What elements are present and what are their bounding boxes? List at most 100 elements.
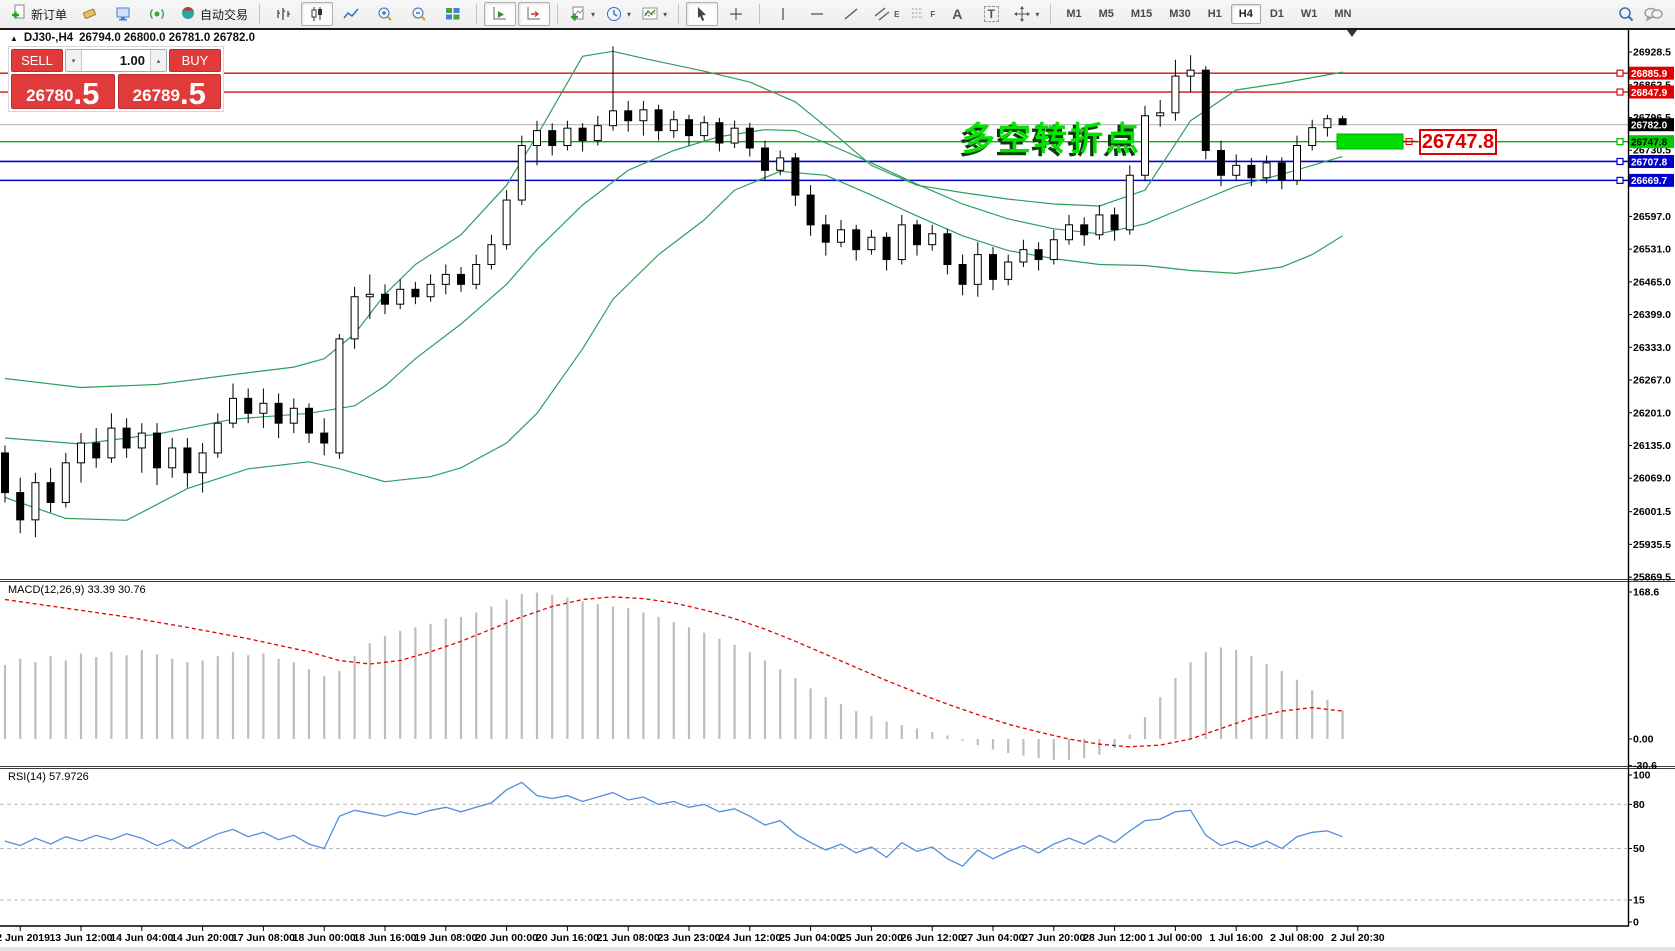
price-lines[interactable] <box>0 69 1628 184</box>
timeframe-h4[interactable]: H4 <box>1230 4 1261 24</box>
chevron-down-icon: ▾ <box>663 9 668 19</box>
sell-button[interactable]: SELL <box>11 49 63 72</box>
zoom-in-button[interactable] <box>369 2 401 26</box>
axis-price-label: 26782.0 <box>1629 118 1674 131</box>
clock-icon <box>607 7 622 21</box>
toolbar-separator <box>759 4 761 24</box>
svg-text:25935.5: 25935.5 <box>1633 539 1671 551</box>
collapse-icon[interactable]: ▲ <box>10 33 18 43</box>
svg-text:-30.6: -30.6 <box>1633 760 1657 772</box>
svg-text:18 Jun 16:00: 18 Jun 16:00 <box>353 932 416 944</box>
new-order-button[interactable]: 新订单 <box>6 2 71 26</box>
rsi-indicator-label: RSI(14) 57.9726 <box>8 771 89 783</box>
search-icon[interactable] <box>1617 5 1635 23</box>
svg-text:26135.0: 26135.0 <box>1633 440 1671 452</box>
timeframe-m15[interactable]: M15 <box>1123 4 1160 24</box>
timeframe-h1[interactable]: H1 <box>1200 4 1230 24</box>
bar-chart-button[interactable] <box>267 2 299 26</box>
horizontal-line-tool[interactable] <box>801 2 833 26</box>
eraser-button[interactable] <box>73 2 105 26</box>
svg-text:26747.8: 26747.8 <box>1631 137 1668 148</box>
cursor-icon <box>698 7 707 21</box>
timeframe-d1[interactable]: D1 <box>1262 4 1292 24</box>
axis-price-label: 26885.9 <box>1629 66 1674 80</box>
signal-button[interactable] <box>141 2 173 26</box>
trendline-tool[interactable] <box>835 2 867 26</box>
timeframe-mn[interactable]: MN <box>1326 4 1359 24</box>
period-dropdown[interactable]: ▾ <box>601 2 635 26</box>
new-chart-dropdown[interactable]: ▾ <box>565 2 599 26</box>
highlight-rectangle[interactable] <box>1336 133 1417 150</box>
buy-button[interactable]: BUY <box>169 49 221 72</box>
volume-increase-button[interactable]: ▴ <box>150 50 166 71</box>
line-chart-button[interactable] <box>335 2 367 26</box>
text-label-tool[interactable]: T <box>975 2 1007 26</box>
new-chart-icon <box>571 6 584 21</box>
timeframe-m30[interactable]: M30 <box>1161 4 1198 24</box>
chevron-down-icon: ▾ <box>1035 9 1040 19</box>
cursor-tool-button[interactable] <box>686 2 719 26</box>
zoom-in-icon <box>378 7 392 21</box>
volume-decrease-button[interactable]: ▾ <box>66 50 82 71</box>
volume-input[interactable]: 1.00 <box>119 53 145 68</box>
eraser-icon <box>83 8 96 19</box>
chart-shift-marker[interactable] <box>1347 30 1357 37</box>
svg-text:50: 50 <box>1633 843 1645 855</box>
indicators-dropdown[interactable]: ▾ <box>637 2 671 26</box>
zoom-out-icon <box>412 7 426 21</box>
toolbar-separator <box>557 4 559 24</box>
svg-text:26669.7: 26669.7 <box>1631 176 1668 187</box>
auto-trading-button[interactable]: 自动交易 <box>175 2 252 26</box>
arrows-dropdown[interactable]: ▾ <box>1009 2 1043 26</box>
main-toolbar: 新订单 自动交易 ▾ ▾ <box>0 0 1675 28</box>
timeframe-m1[interactable]: M1 <box>1058 4 1089 24</box>
axis-price-label: 26847.9 <box>1629 85 1674 99</box>
svg-text:26782.0: 26782.0 <box>1631 120 1668 131</box>
candlestick-chart-button[interactable] <box>301 2 334 26</box>
svg-text:26885.9: 26885.9 <box>1631 69 1668 80</box>
vertical-line-tool[interactable] <box>767 2 799 26</box>
chart-shift-button[interactable] <box>518 2 551 26</box>
text-tool[interactable]: A <box>941 2 973 26</box>
auto-scroll-button[interactable] <box>484 2 517 26</box>
price-axis[interactable]: 26928.526862.526796.526730.526664.526597… <box>1627 30 1671 929</box>
one-click-trading-panel: SELL ▾ 1.00 ▴ BUY 26780 .5 26789 .5 <box>8 46 224 112</box>
axis-price-label: 26707.8 <box>1629 154 1674 168</box>
price-tag-label[interactable]: 26747.8 <box>1419 129 1497 155</box>
pane-separators[interactable] <box>0 579 1675 769</box>
auto-trading-label: 自动交易 <box>200 7 249 22</box>
timeframe-m5[interactable]: M5 <box>1091 4 1122 24</box>
chat-icon[interactable] <box>1643 5 1663 23</box>
svg-text:13 Jun 12:00: 13 Jun 12:00 <box>49 932 112 944</box>
chevron-down-icon: ▾ <box>627 9 632 19</box>
svg-text:26 Jun 12:00: 26 Jun 12:00 <box>901 932 964 944</box>
svg-text:26267.0: 26267.0 <box>1633 375 1671 387</box>
new-order-icon <box>10 3 28 26</box>
chart-annotation-text[interactable]: 多空转折点 <box>962 120 1142 157</box>
svg-text:26465.0: 26465.0 <box>1633 276 1671 288</box>
svg-text:28 Jun 12:00: 28 Jun 12:00 <box>1083 932 1146 944</box>
svg-text:24 Jun 12:00: 24 Jun 12:00 <box>718 932 781 944</box>
fibonacci-tool[interactable]: F <box>905 2 939 26</box>
candlestick-chart-icon <box>311 7 323 21</box>
buy-price-button[interactable]: 26789 .5 <box>117 74 221 109</box>
zoom-out-button[interactable] <box>403 2 435 26</box>
timeframe-w1[interactable]: W1 <box>1293 4 1326 24</box>
svg-text:26847.9: 26847.9 <box>1631 88 1668 99</box>
svg-text:1 Jul 16:00: 1 Jul 16:00 <box>1209 932 1263 944</box>
publisher-button[interactable] <box>107 2 139 26</box>
tile-windows-button[interactable] <box>437 2 469 26</box>
svg-text:26201.0: 26201.0 <box>1633 407 1671 419</box>
equidistant-channel-tool[interactable]: E <box>869 2 903 26</box>
rsi-pane <box>0 781 1628 901</box>
macd-indicator-label: MACD(12,26,9) 33.39 30.76 <box>8 584 146 596</box>
toolbar-separator <box>678 4 680 24</box>
svg-text:12 Jun 2019: 12 Jun 2019 <box>0 932 50 944</box>
svg-text:17 Jun 08:00: 17 Jun 08:00 <box>232 932 295 944</box>
sell-price-button[interactable]: 26780 .5 <box>11 74 115 109</box>
trendline-icon <box>844 8 858 20</box>
crosshair-tool-button[interactable] <box>720 2 752 26</box>
svg-text:25 Jun 20:00: 25 Jun 20:00 <box>840 932 903 944</box>
